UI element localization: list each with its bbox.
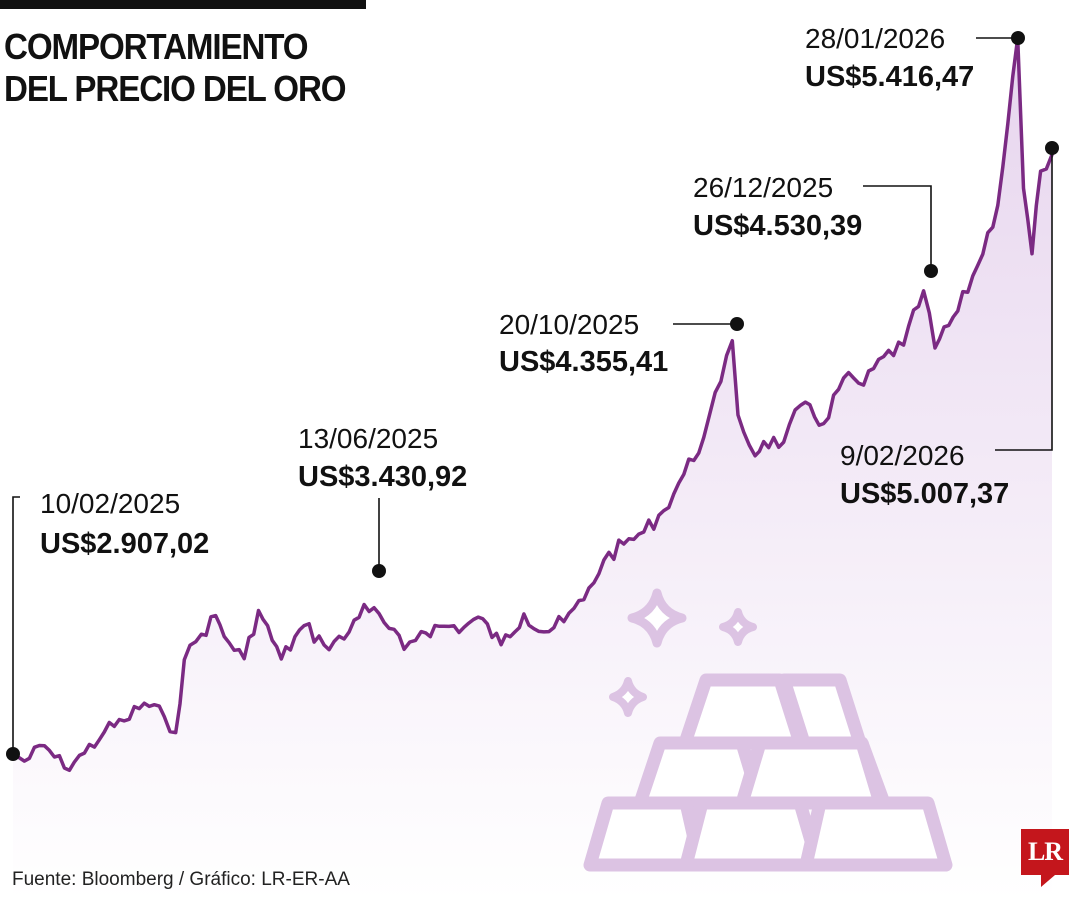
annotation-value: US$5.007,37 xyxy=(840,478,1009,510)
logo-tail xyxy=(1041,875,1055,887)
annotation-5: 28/01/2026 US$5.416,47 xyxy=(805,23,1025,93)
chart-title: COMPORTAMIENTO DEL PRECIO DEL ORO xyxy=(4,26,347,110)
annotation-date: 13/06/2025 xyxy=(298,423,438,454)
annotation-value: US$3.430,92 xyxy=(298,461,467,493)
point-marker xyxy=(6,747,20,761)
annotation-date: 20/10/2025 xyxy=(499,309,639,340)
point-marker xyxy=(1011,31,1025,45)
source-note: Fuente: Bloomberg / Gráfico: LR-ER-AA xyxy=(12,869,350,890)
annotation-2: 13/06/2025 US$3.430,92 xyxy=(298,423,467,578)
sparkle-icon xyxy=(627,588,687,648)
annotation-6: 9/02/2026 US$5.007,37 xyxy=(840,141,1059,510)
point-marker xyxy=(730,317,744,331)
logo-text: LR xyxy=(1021,829,1069,875)
sparkle-icon xyxy=(719,608,757,646)
point-marker xyxy=(1045,141,1059,155)
annotation-value: US$4.355,41 xyxy=(499,346,668,378)
annotation-date: 26/12/2025 xyxy=(693,172,833,203)
title-line-2: DEL PRECIO DEL ORO xyxy=(4,68,347,109)
annotation-1: 10/02/2025 US$2.907,02 xyxy=(6,488,209,761)
title-line-1: COMPORTAMIENTO xyxy=(4,26,309,67)
annotation-date: 28/01/2026 xyxy=(805,23,945,54)
annotation-3: 20/10/2025 US$4.355,41 xyxy=(499,309,744,378)
sparkle-icon xyxy=(609,677,647,717)
top-rule xyxy=(0,0,366,9)
lr-logo: LR xyxy=(1021,829,1069,887)
annotation-date: 10/02/2025 xyxy=(40,488,180,519)
annotation-value: US$4.530,39 xyxy=(693,210,862,242)
point-marker xyxy=(372,564,386,578)
gold-bars-icon xyxy=(583,588,953,872)
price-line xyxy=(11,36,1054,773)
annotation-value: US$2.907,02 xyxy=(40,528,209,560)
leader-line xyxy=(863,185,932,271)
annotation-4: 26/12/2025 US$4.530,39 xyxy=(693,172,938,278)
leader-line xyxy=(995,148,1053,451)
leader-line xyxy=(12,496,20,754)
annotation-value: US$5.416,47 xyxy=(805,61,974,93)
annotations: 10/02/2025 US$2.907,02 13/06/2025 US$3.4… xyxy=(6,23,1059,761)
annotation-date: 9/02/2026 xyxy=(840,440,965,471)
point-marker xyxy=(924,264,938,278)
